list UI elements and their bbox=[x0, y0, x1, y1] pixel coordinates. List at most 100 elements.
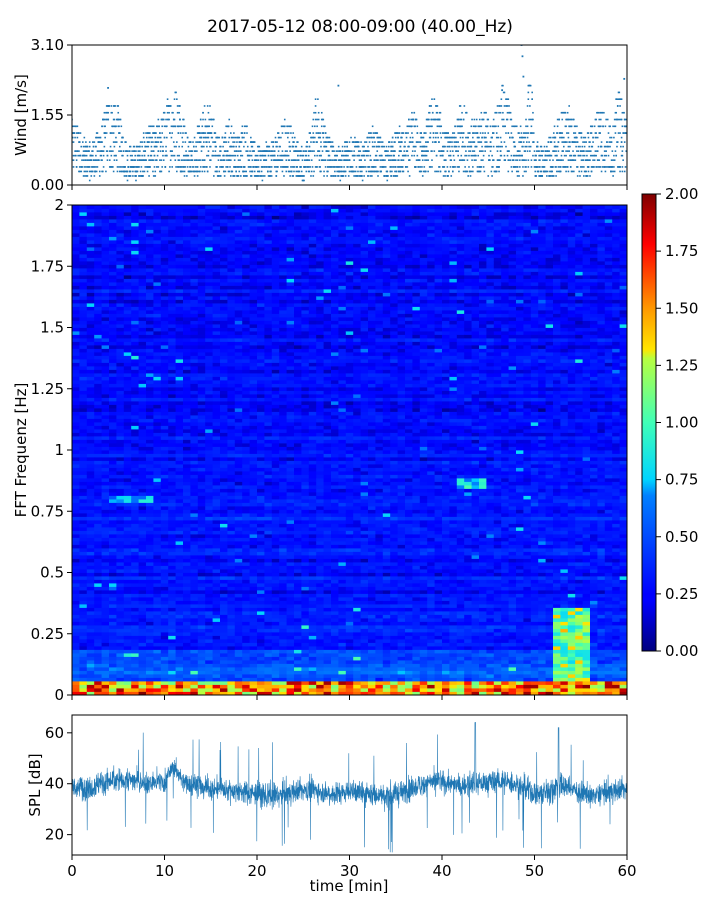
wind-point bbox=[468, 141, 470, 143]
spectrogram-cell bbox=[131, 642, 139, 647]
wind-point bbox=[126, 150, 129, 152]
spectrogram-cell bbox=[72, 432, 80, 437]
spectrogram-cell bbox=[146, 579, 154, 584]
wind-point bbox=[316, 141, 318, 143]
wind-point bbox=[615, 154, 618, 157]
wind-point bbox=[170, 136, 173, 139]
wind-point bbox=[406, 166, 409, 168]
spectrogram-cell bbox=[72, 663, 80, 668]
wind-point bbox=[427, 159, 429, 161]
wind-point bbox=[586, 175, 589, 177]
wind-point bbox=[457, 141, 459, 143]
spectrogram-cell bbox=[109, 254, 117, 258]
spectrogram-cell bbox=[153, 649, 162, 654]
spectrogram-cell bbox=[153, 299, 162, 304]
wind-point bbox=[314, 105, 317, 107]
wind-point bbox=[94, 170, 96, 173]
wind-point bbox=[455, 150, 458, 152]
spectrogram-cell bbox=[72, 299, 80, 304]
wind-point bbox=[125, 141, 127, 143]
spectrogram-cell bbox=[79, 670, 88, 675]
spectrogram-cell bbox=[138, 450, 147, 454]
wind-point bbox=[475, 145, 478, 148]
wind-point bbox=[139, 154, 141, 157]
spectrogram-cell bbox=[131, 453, 139, 458]
spectrogram-cell bbox=[101, 240, 110, 244]
wind-point bbox=[76, 125, 79, 128]
wind-point bbox=[404, 141, 406, 143]
wind-point bbox=[395, 170, 398, 173]
wind-point bbox=[394, 166, 397, 168]
spectrogram-cell bbox=[138, 268, 147, 272]
spectrogram-cell bbox=[131, 418, 139, 423]
wind-point bbox=[468, 145, 470, 148]
wind-point bbox=[337, 175, 340, 177]
spectrogram-cell bbox=[153, 495, 162, 500]
wind-point bbox=[295, 170, 298, 173]
wind-point bbox=[162, 154, 164, 157]
wind-point bbox=[350, 136, 352, 139]
spectrogram-cell bbox=[123, 495, 132, 500]
spectrogram-cell bbox=[153, 579, 162, 584]
wind-point bbox=[72, 166, 75, 168]
spectrogram-cell bbox=[138, 215, 147, 220]
wind-point bbox=[83, 136, 86, 139]
wind-point bbox=[314, 136, 316, 139]
wind-point bbox=[300, 150, 302, 152]
spectrogram-cell bbox=[101, 219, 110, 223]
wind-point bbox=[423, 166, 426, 168]
spectrogram-cell bbox=[123, 313, 132, 318]
wind-point bbox=[310, 175, 312, 177]
wind-point bbox=[498, 145, 500, 148]
spectrogram-cell bbox=[94, 387, 102, 391]
spectrogram-cell bbox=[138, 635, 147, 640]
wind-point bbox=[533, 150, 536, 152]
wind-point bbox=[246, 132, 248, 134]
spectrogram-cell bbox=[109, 341, 117, 346]
spectrogram-cell bbox=[116, 327, 125, 332]
spectrogram-cell bbox=[72, 642, 80, 647]
wind-point bbox=[271, 150, 274, 152]
spectrogram-cell bbox=[116, 215, 125, 220]
wind-point bbox=[82, 159, 85, 161]
spectrogram-cell bbox=[101, 502, 110, 507]
wind-point bbox=[461, 111, 463, 114]
spectrogram-cell bbox=[116, 404, 125, 409]
wind-point bbox=[527, 132, 530, 134]
wind-point bbox=[285, 170, 288, 173]
wind-point bbox=[459, 136, 462, 139]
wind-point bbox=[294, 159, 297, 161]
wind-point bbox=[315, 132, 318, 134]
wind-point bbox=[442, 175, 445, 177]
spectrogram-cell bbox=[123, 684, 132, 689]
wind-point bbox=[180, 125, 183, 128]
wind-point bbox=[457, 150, 459, 152]
wind-point bbox=[543, 166, 546, 168]
spectrogram-cell bbox=[123, 341, 132, 346]
wind-point bbox=[393, 175, 396, 177]
spectrogram-cell bbox=[94, 390, 102, 395]
spectrogram-cell bbox=[72, 628, 80, 633]
wind-point bbox=[387, 175, 389, 177]
spectrogram-cell bbox=[138, 240, 147, 244]
spectrogram-cell bbox=[123, 579, 132, 584]
wind-point bbox=[135, 175, 137, 177]
wind-point bbox=[550, 154, 553, 157]
spectrogram-cell bbox=[116, 537, 125, 542]
wind-point bbox=[473, 141, 476, 143]
wind-point bbox=[593, 125, 596, 128]
spectrogram-cell bbox=[79, 604, 88, 608]
wind-point bbox=[582, 159, 584, 161]
wind-point bbox=[178, 145, 180, 148]
spectrogram-cell bbox=[94, 527, 102, 531]
wind-point bbox=[316, 125, 318, 128]
spectrogram-cell bbox=[131, 366, 139, 370]
wind-point bbox=[604, 145, 607, 148]
spectrogram-cell bbox=[101, 261, 110, 265]
spectrogram-cell bbox=[123, 457, 132, 461]
wind-point bbox=[226, 150, 229, 152]
wind-point bbox=[110, 154, 113, 157]
spectrogram-cell bbox=[72, 670, 80, 675]
spectrogram-cell bbox=[160, 649, 169, 654]
spectrogram-cell bbox=[94, 520, 102, 524]
